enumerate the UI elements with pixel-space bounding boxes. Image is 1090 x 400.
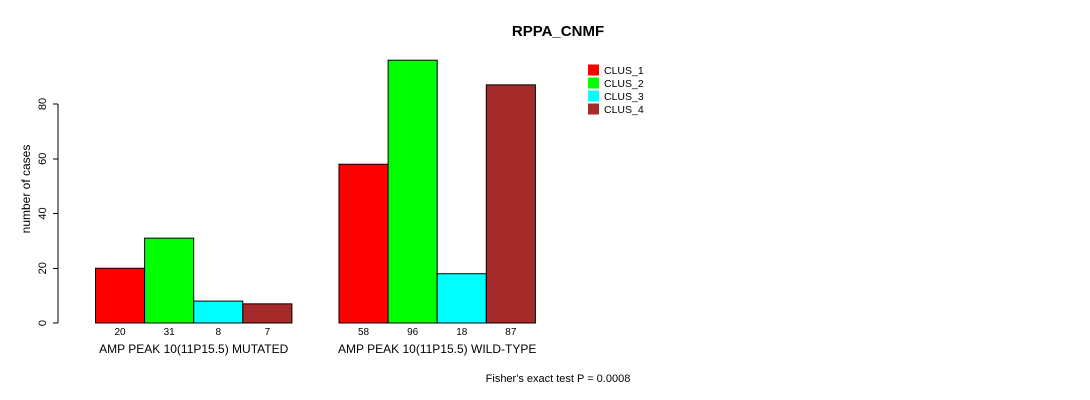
- bar-value-label: 31: [164, 327, 176, 338]
- bar-clus_1-group1: [95, 267, 146, 324]
- y-axis-title: number of cases: [19, 145, 33, 234]
- stat-annotation: Fisher's exact test P = 0.0008: [486, 373, 631, 385]
- legend-swatch-clus_2: [588, 77, 599, 89]
- bar-value-label: 7: [265, 327, 271, 338]
- bar-clus_3-group2: [436, 273, 487, 324]
- bar-value-label: 87: [505, 327, 517, 338]
- legend-label: CLUS_4: [604, 104, 644, 116]
- bar-clus_4-group2: [485, 84, 536, 324]
- legend-swatch-clus_1: [588, 64, 599, 76]
- legend-label: CLUS_2: [604, 78, 644, 90]
- category-label: AMP PEAK 10(11P15.5) MUTATED: [99, 342, 289, 356]
- legend-label: CLUS_3: [604, 91, 644, 103]
- bar-value-label: 8: [215, 327, 221, 338]
- y-tick-label: 0: [37, 320, 49, 326]
- y-axis: 0 20 40 60 80: [37, 98, 59, 326]
- bar-clus_2-group1: [144, 237, 195, 324]
- chart-title: RPPA_CNMF: [512, 23, 604, 40]
- legend-swatch-clus_4: [588, 103, 599, 115]
- bar-value-label: 58: [358, 327, 370, 338]
- bar-clus_1-group2: [338, 163, 389, 324]
- bar-value-label: 96: [407, 327, 419, 338]
- bar-clus_3-group1: [193, 300, 244, 324]
- bar-value-labels: 20 31 8 7 58 96 18 87: [114, 327, 516, 338]
- bar-value-label: 20: [114, 327, 126, 338]
- bars-group: [95, 59, 536, 324]
- y-tick-label: 20: [37, 262, 49, 274]
- legend-label: CLUS_1: [604, 65, 644, 77]
- bar-value-label: 18: [456, 327, 468, 338]
- legend-swatch-clus_3: [588, 90, 599, 102]
- category-label: AMP PEAK 10(11P15.5) WILD-TYPE: [338, 342, 536, 356]
- category-labels: AMP PEAK 10(11P15.5) MUTATED AMP PEAK 10(…: [99, 342, 536, 356]
- bar-clus_4-group1: [242, 303, 293, 324]
- y-tick-label: 80: [37, 98, 49, 110]
- y-tick-label: 40: [37, 207, 49, 219]
- bar-clus_2-group2: [387, 59, 438, 324]
- y-tick-label: 60: [37, 153, 49, 165]
